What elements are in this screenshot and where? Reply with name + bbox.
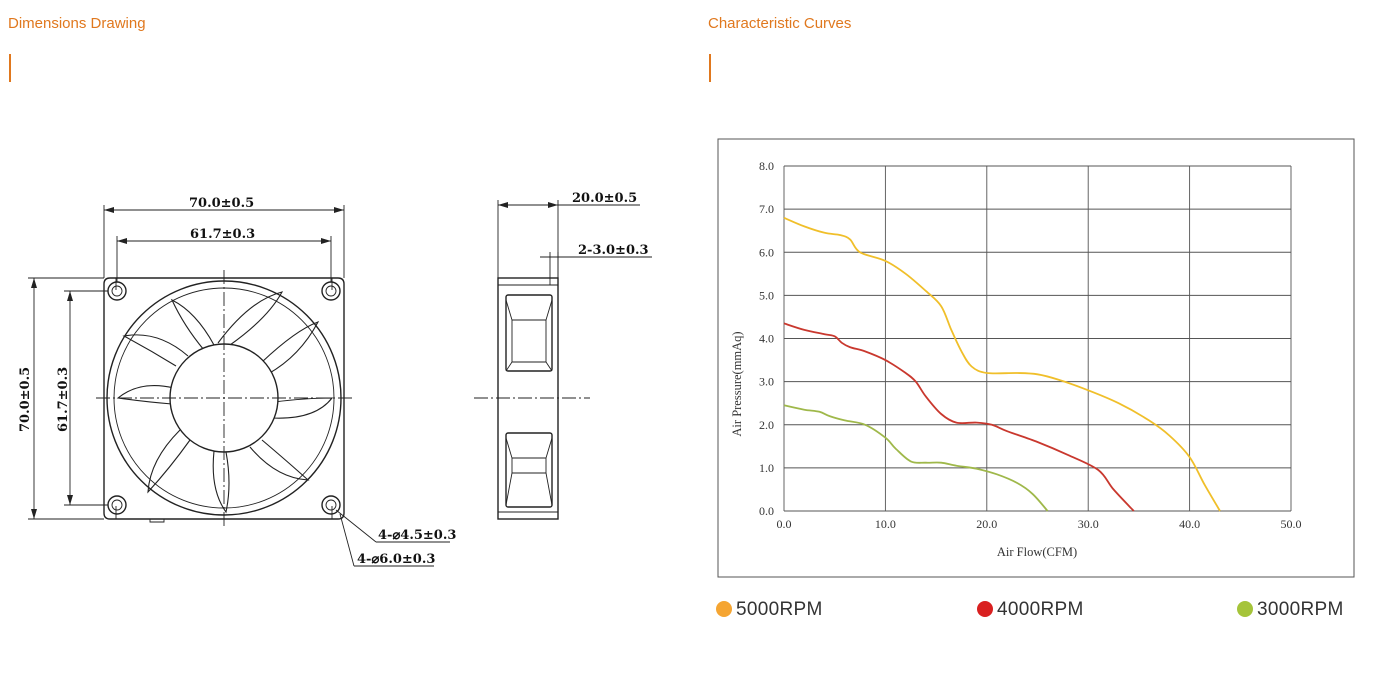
- legend-item-4000rpm: 4000RPM: [977, 599, 1084, 621]
- y-tick-label: 4.0: [759, 332, 774, 346]
- side-view-cutout-bottom: [505, 432, 553, 508]
- y-axis-label: Air Pressure(mmAq): [730, 331, 744, 436]
- dim-flange: 2-3.0±0.3: [578, 243, 649, 258]
- side-view-cutout-top: [505, 294, 553, 372]
- legend-item-5000rpm: 5000RPM: [716, 599, 823, 621]
- y-tick-label: 7.0: [759, 202, 774, 216]
- dimensions-title: Dimensions Drawing: [8, 15, 146, 32]
- chart-frame: [717, 138, 1355, 578]
- y-tick-label: 5.0: [759, 288, 774, 302]
- dim-hole-spacing-h: 61.7±0.3: [190, 227, 255, 242]
- legend-swatch-4000rpm: [977, 601, 993, 617]
- legend-label-3000rpm: 3000RPM: [1257, 599, 1344, 620]
- x-tick-label: 10.0: [875, 517, 896, 531]
- curve-5000rpm: [783, 216, 1221, 512]
- x-tick-label: 40.0: [1179, 517, 1200, 531]
- x-tick-label: 50.0: [1281, 517, 1302, 531]
- chart-curves: [783, 216, 1221, 512]
- dim-overall-width: 70.0±0.5: [189, 196, 254, 211]
- y-tick-label: 1.0: [759, 461, 774, 475]
- x-tick-label: 20.0: [976, 517, 997, 531]
- x-tick-label: 0.0: [777, 517, 792, 531]
- side-view-body: [497, 277, 559, 520]
- y-tick-label: 3.0: [759, 375, 774, 389]
- y-tick-label: 6.0: [759, 245, 774, 259]
- legend-label-4000rpm: 4000RPM: [997, 599, 1084, 620]
- dim-hole-spacing-v: 61.7±0.3: [56, 367, 71, 432]
- dim-overall-height: 70.0±0.5: [18, 367, 33, 432]
- legend-item-3000rpm: 3000RPM: [1237, 599, 1344, 621]
- chart-grid: [783, 165, 1292, 512]
- y-tick-label: 8.0: [759, 159, 774, 173]
- legend-swatch-5000rpm: [716, 601, 732, 617]
- dimensions-title-bar: [9, 54, 11, 82]
- curves-title: Characteristic Curves: [708, 15, 852, 32]
- x-axis-label: Air Flow(CFM): [997, 545, 1077, 559]
- y-tick-label: 0.0: [759, 504, 774, 518]
- dim-depth: 20.0±0.5: [572, 191, 637, 206]
- curve-4000rpm: [783, 322, 1135, 512]
- curves-title-bar: [709, 54, 711, 82]
- legend-swatch-3000rpm: [1237, 601, 1253, 617]
- x-tick-label: 30.0: [1078, 517, 1099, 531]
- dim-hole-small: 4-⌀4.5±0.3: [378, 528, 456, 543]
- dimensions-drawing: 70.0±0.5 61.7±0.3 70.0±0.5 61.7±0.3 4-⌀4…: [18, 191, 652, 567]
- chart-tick-labels: 0.0 10.0 20.0 30.0 40.0 50.0 0.0 1.0 2.0 3.0 4.0 5.…: [759, 159, 1302, 531]
- curve-3000rpm: [783, 404, 1049, 512]
- y-tick-label: 2.0: [759, 418, 774, 432]
- legend-label-5000rpm: 5000RPM: [736, 599, 823, 620]
- fan-frame: [103, 277, 345, 520]
- dim-hole-large: 4-⌀6.0±0.3: [357, 552, 435, 567]
